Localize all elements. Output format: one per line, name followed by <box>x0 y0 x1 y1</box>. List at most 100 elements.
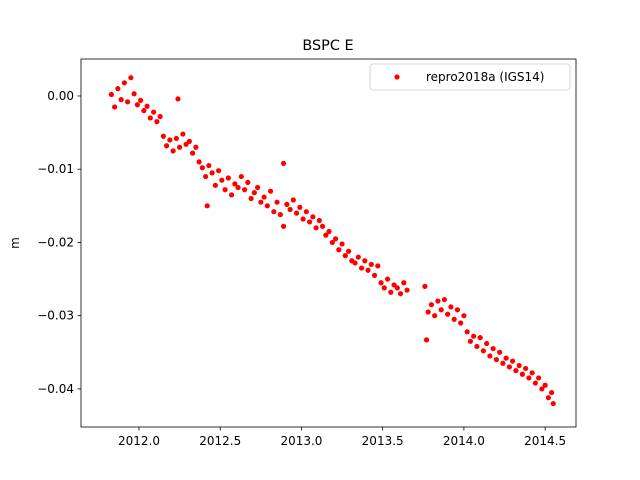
data-point <box>451 316 457 322</box>
legend-box <box>369 63 571 91</box>
data-point <box>342 253 348 259</box>
data-point <box>477 335 483 341</box>
data-point <box>401 280 407 286</box>
data-point <box>287 206 293 213</box>
data-point <box>484 340 490 347</box>
data-point <box>378 280 384 286</box>
data-point <box>258 199 264 205</box>
data-point <box>397 291 404 297</box>
data-point <box>241 187 248 193</box>
data-point <box>196 159 202 165</box>
data-point <box>293 210 300 216</box>
data-point <box>381 285 387 291</box>
data-point <box>497 349 503 355</box>
data-point <box>154 119 160 125</box>
data-point <box>345 248 352 254</box>
x-tick-label: 2013.5 <box>362 434 404 448</box>
data-point <box>225 175 231 181</box>
data-point <box>131 91 137 97</box>
data-point <box>355 254 361 260</box>
data-point <box>487 353 493 359</box>
plot-frame <box>80 58 577 428</box>
data-point <box>461 313 467 319</box>
data-point <box>539 386 545 392</box>
data-point <box>526 375 532 381</box>
data-point <box>448 304 454 310</box>
data-point <box>394 285 400 291</box>
data-point <box>480 348 487 354</box>
data-point <box>358 265 365 271</box>
data-point <box>336 247 342 253</box>
data-point <box>204 203 210 209</box>
data-point <box>193 144 199 150</box>
data-point <box>506 364 512 370</box>
data-point <box>542 382 548 388</box>
data-point <box>323 232 329 238</box>
data-point <box>219 177 225 183</box>
data-point <box>128 75 134 81</box>
data-point <box>235 184 241 191</box>
data-point <box>404 287 410 293</box>
y-tick-label: −0.02 <box>37 235 74 249</box>
data-point <box>384 276 391 282</box>
data-point <box>290 197 296 203</box>
data-point <box>144 103 150 109</box>
data-point <box>212 182 218 188</box>
data-point <box>121 80 127 86</box>
data-point <box>199 165 205 171</box>
data-point <box>306 219 313 225</box>
data-point <box>329 239 335 246</box>
data-point <box>458 320 464 326</box>
data-point <box>493 357 499 363</box>
data-point <box>523 365 529 372</box>
data-point <box>425 309 431 315</box>
data-point <box>108 91 114 98</box>
data-point <box>467 338 474 344</box>
data-point <box>435 298 441 304</box>
data-point <box>125 99 131 105</box>
data-point <box>209 170 215 176</box>
data-point <box>550 400 556 407</box>
data-point <box>529 370 535 376</box>
data-point <box>141 108 147 114</box>
data-point <box>164 143 170 149</box>
data-point <box>190 150 196 156</box>
x-tick-label: 2013.0 <box>280 434 322 448</box>
data-point <box>167 137 173 143</box>
legend-label: repro2018a (IGS14) <box>426 70 544 84</box>
data-point <box>238 173 244 180</box>
data-point <box>267 188 274 194</box>
data-point <box>332 236 339 242</box>
legend-marker <box>394 74 400 80</box>
data-point <box>222 187 228 193</box>
data-point <box>261 194 267 200</box>
data-point <box>503 355 509 361</box>
data-point <box>206 162 212 169</box>
data-point <box>251 190 257 196</box>
y-tick-label: −0.01 <box>37 162 74 176</box>
data-point <box>232 181 238 187</box>
x-tick-label: 2012.5 <box>199 434 241 448</box>
data-point <box>134 102 140 108</box>
x-tick-label: 2012.0 <box>118 434 160 448</box>
data-point <box>112 104 118 110</box>
data-point <box>519 371 525 377</box>
data-point <box>300 216 306 222</box>
y-tick-label: −0.03 <box>37 309 74 323</box>
data-point <box>490 346 496 352</box>
data-point <box>147 115 153 121</box>
data-point <box>339 241 345 247</box>
data-point <box>464 329 470 335</box>
data-point <box>245 179 251 185</box>
data-point <box>319 223 326 229</box>
data-point <box>151 109 157 115</box>
data-point <box>271 209 277 215</box>
data-point <box>248 195 254 202</box>
data-point <box>545 395 551 401</box>
data-point <box>438 307 444 313</box>
data-point <box>264 203 270 209</box>
data-point <box>138 97 144 103</box>
data-point <box>445 311 451 317</box>
data-point <box>303 209 309 215</box>
data-point <box>186 138 192 144</box>
